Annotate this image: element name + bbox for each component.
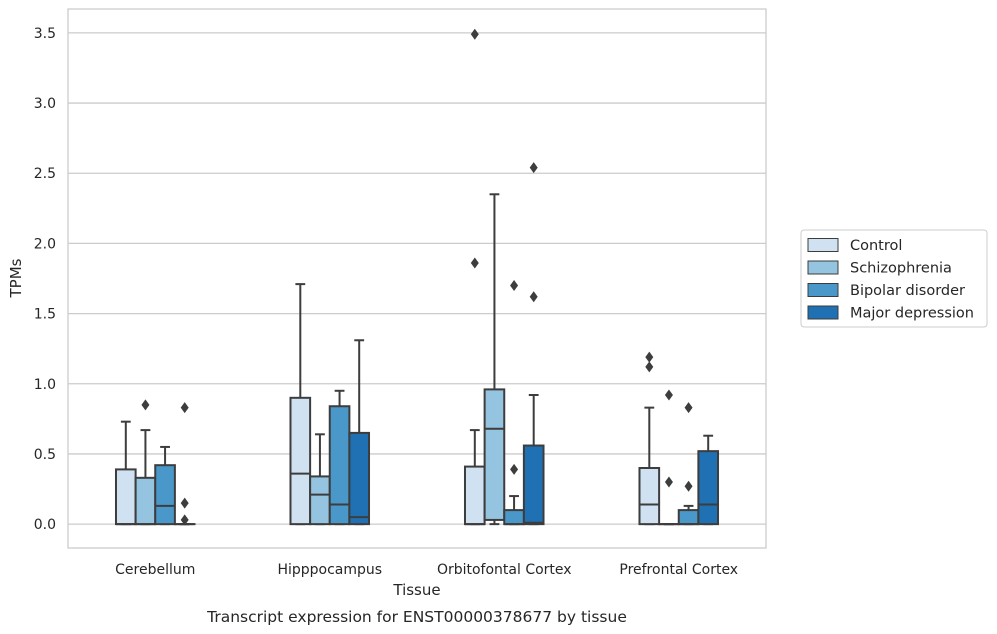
x-tick-label: Orbitofontal Cortex xyxy=(437,562,572,578)
y-axis-ticks: 0.0 0.5 1.0 1.5 2.0 2.5 3.0 3.5 xyxy=(34,26,56,533)
x-tick-label: Hipppocampus xyxy=(277,562,382,578)
box xyxy=(309,475,331,526)
box xyxy=(638,466,661,526)
box-group xyxy=(658,389,680,526)
gridlines xyxy=(68,32,766,525)
outlier-marker xyxy=(645,361,654,373)
box-group xyxy=(503,280,525,526)
plot-area-frame xyxy=(67,8,767,549)
box-group xyxy=(309,433,331,526)
outlier-marker xyxy=(529,291,538,303)
x-tick-label: Cerebellum xyxy=(115,562,195,578)
legend-frame xyxy=(800,229,988,328)
outlier-marker xyxy=(180,497,189,509)
box xyxy=(328,405,351,526)
outlier-marker xyxy=(180,514,189,526)
box xyxy=(522,444,545,526)
box xyxy=(503,509,525,526)
outlier-marker xyxy=(684,402,693,414)
box-group xyxy=(483,193,506,526)
y-tick-label: 3.0 xyxy=(34,96,56,112)
box-group xyxy=(328,389,351,526)
box xyxy=(697,450,720,526)
outlier-marker xyxy=(684,480,693,492)
box xyxy=(114,468,137,526)
outlier-marker xyxy=(510,280,519,292)
box xyxy=(134,476,157,526)
outlier-marker xyxy=(180,402,189,414)
chart-caption: Transcript expression for ENST0000037867… xyxy=(206,608,627,626)
box-group xyxy=(154,445,176,526)
box-group xyxy=(677,402,700,526)
outlier-marker xyxy=(529,162,538,174)
legend: Control Schizophrenia Bipolar disorder Majo… xyxy=(800,229,988,328)
box-group xyxy=(348,339,371,526)
legend-swatch xyxy=(807,260,839,275)
box-group xyxy=(114,420,137,526)
box xyxy=(483,388,506,521)
outlier-marker xyxy=(664,389,673,401)
box xyxy=(348,431,371,526)
x-axis-title: Tissue xyxy=(392,581,440,599)
y-tick-label: 1.5 xyxy=(34,307,56,323)
box xyxy=(289,396,312,526)
legend-label: Bipolar disorder xyxy=(850,283,965,299)
outlier-marker xyxy=(645,351,654,363)
legend-swatch xyxy=(807,238,839,252)
outlier-marker xyxy=(470,28,479,40)
legend-swatch xyxy=(807,283,839,297)
box xyxy=(154,464,176,526)
x-axis-ticks: Cerebellum Hipppocampus Orbitofontal Corte… xyxy=(115,562,738,578)
y-tick-label: 3.5 xyxy=(34,26,56,42)
box-marks xyxy=(114,28,720,526)
legend-label: Control xyxy=(850,238,902,254)
y-tick-label: 1.0 xyxy=(34,377,56,393)
box-group xyxy=(173,402,196,526)
box-group xyxy=(522,162,545,526)
outlier-marker xyxy=(470,257,479,269)
outlier-marker xyxy=(141,399,150,411)
box-group xyxy=(289,283,312,526)
box-group xyxy=(134,399,157,526)
outlier-marker xyxy=(510,463,519,475)
legend-label: Schizophrenia xyxy=(850,261,952,277)
legend-items: Control Schizophrenia Bipolar disorder Majo… xyxy=(807,238,974,322)
y-tick-label: 0.5 xyxy=(34,447,56,463)
y-tick-label: 2.5 xyxy=(34,166,56,182)
x-tick-label: Prefrontal Cortex xyxy=(619,562,738,578)
box-group xyxy=(638,351,661,526)
outlier-marker xyxy=(664,476,673,488)
box-group xyxy=(463,28,486,526)
y-tick-label: 2.0 xyxy=(34,236,56,252)
box-group xyxy=(697,434,720,526)
legend-swatch xyxy=(807,305,839,320)
box xyxy=(677,509,700,526)
y-axis-title: TPMs xyxy=(7,258,25,298)
y-tick-label: 0.0 xyxy=(34,517,56,533)
legend-label: Major depression xyxy=(850,306,974,322)
box xyxy=(463,465,486,526)
